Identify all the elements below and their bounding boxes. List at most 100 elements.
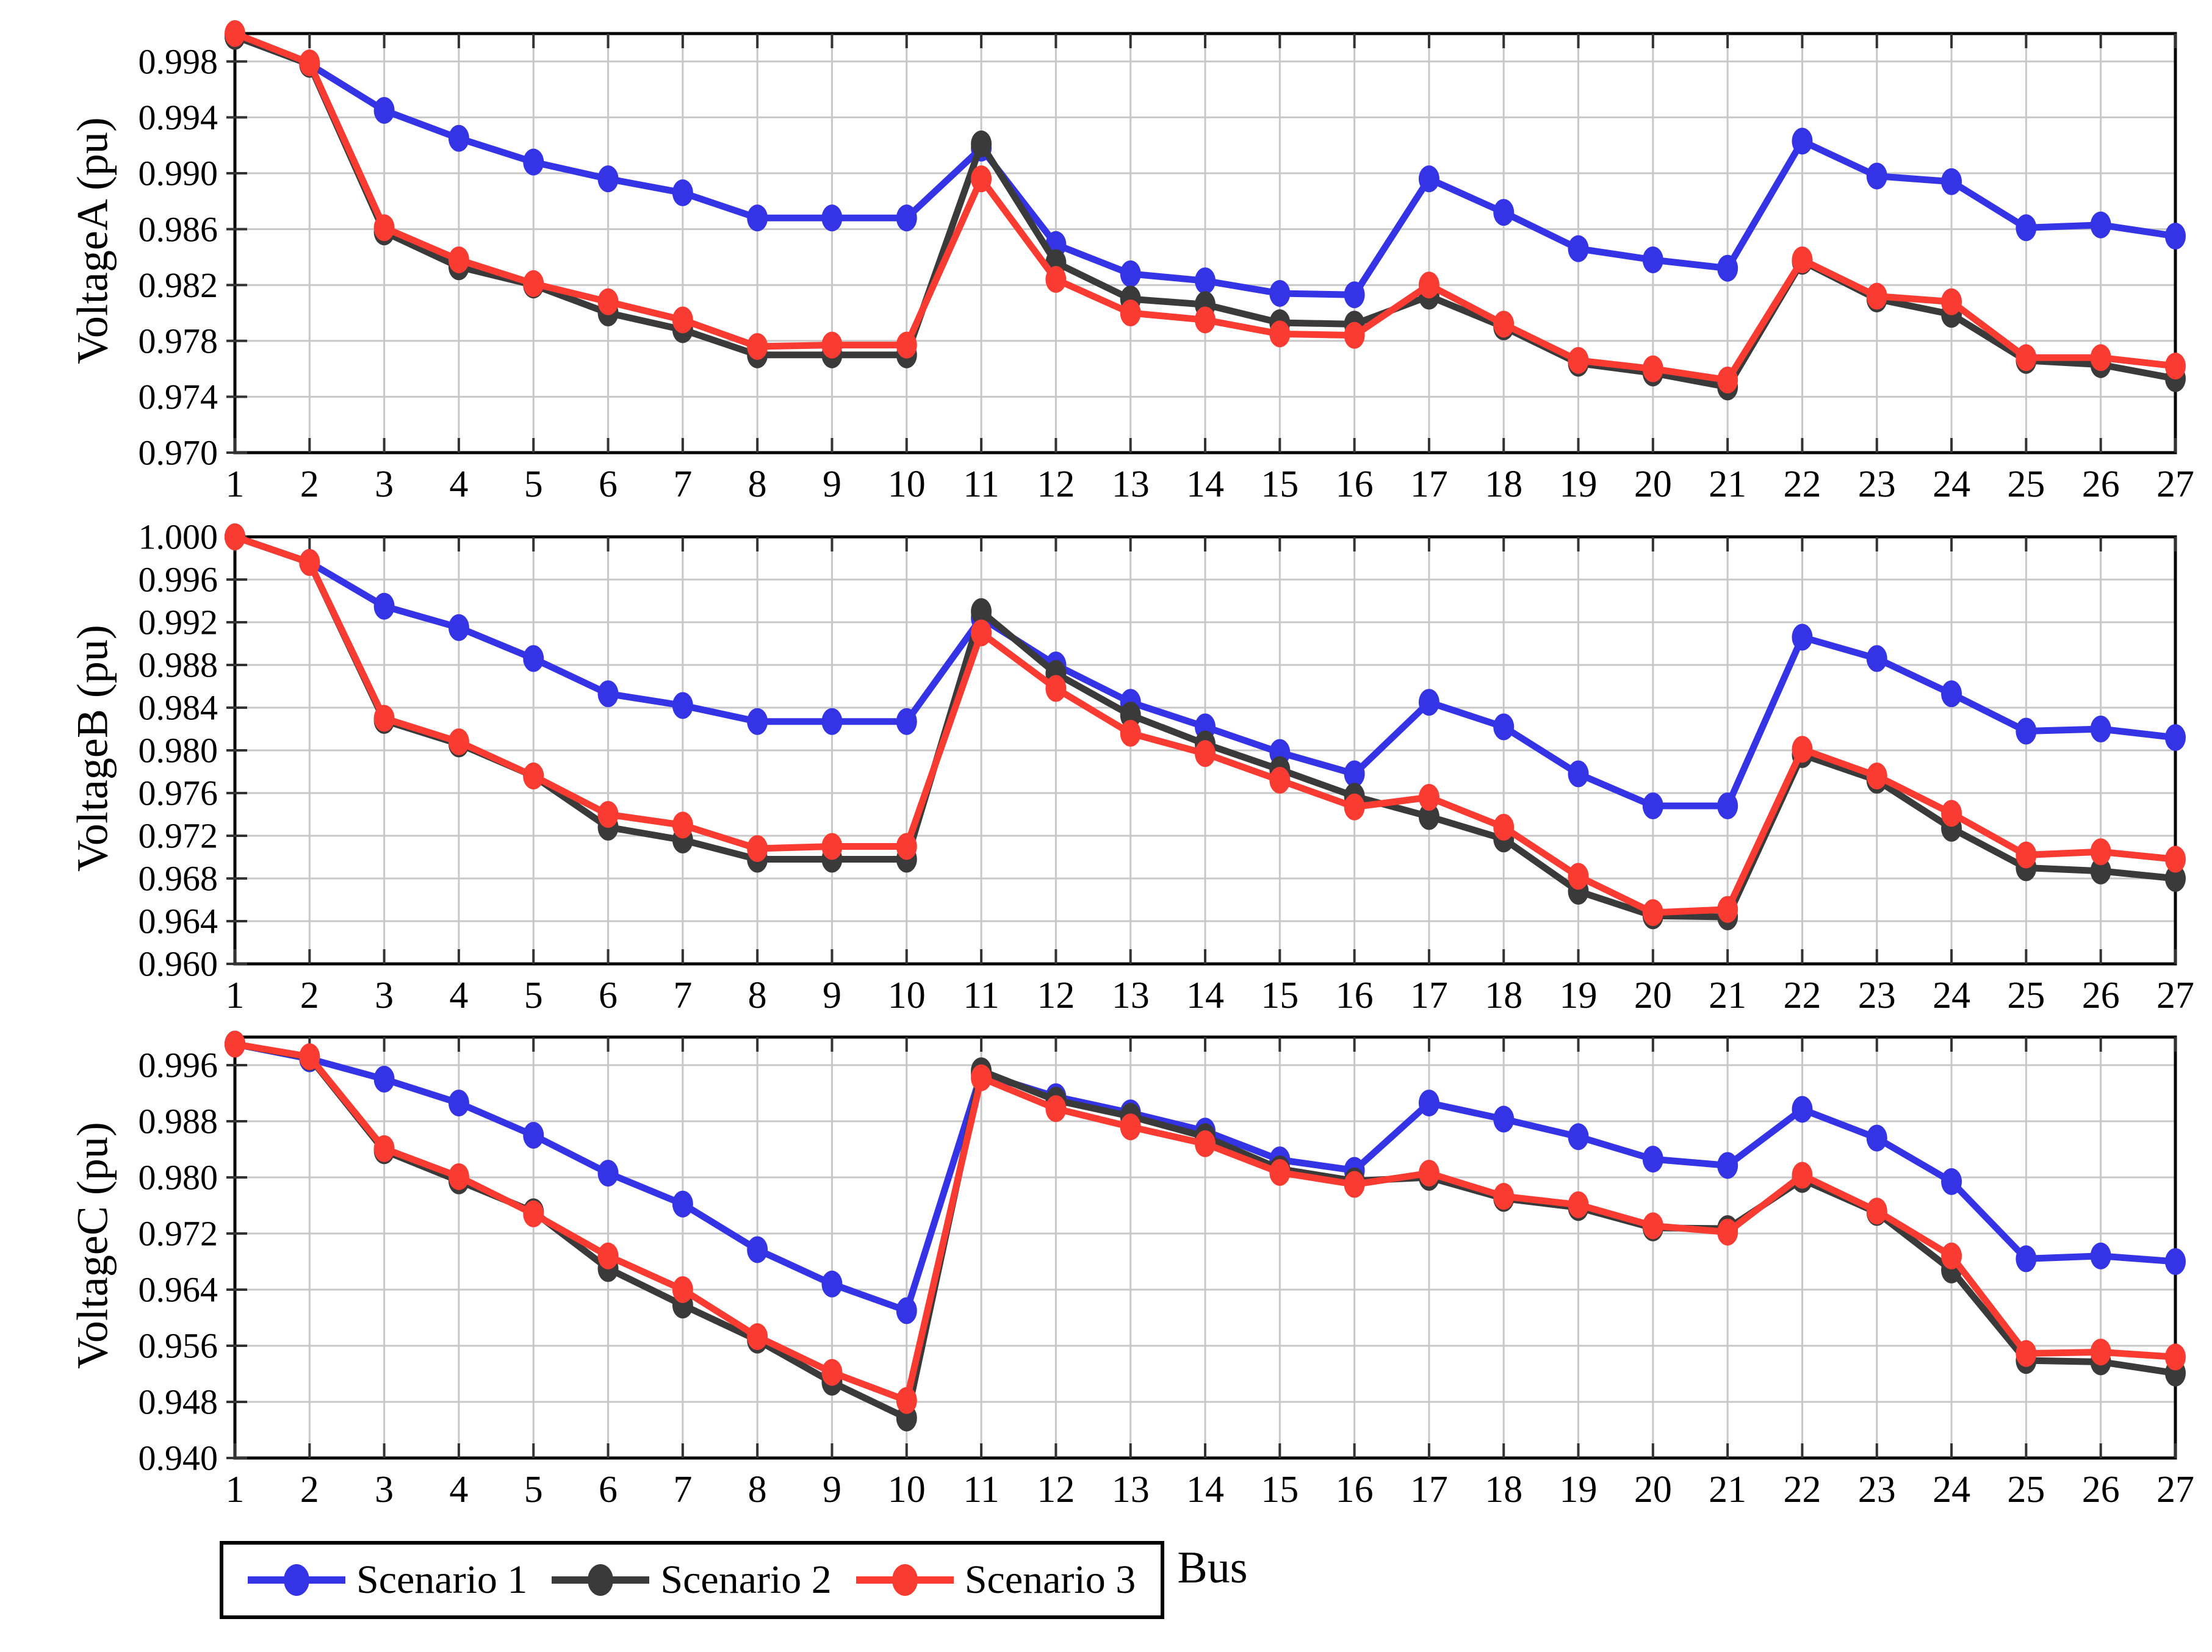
legend-label-scenario-2: Scenario 2 [660, 1557, 832, 1602]
y-tick-label: 0.964 [139, 902, 218, 941]
legend-box: Scenario 1 Scenario 2 Scenario 3 [220, 1541, 1164, 1619]
y-tick-label: 0.998 [139, 42, 218, 82]
x-tick-label: 16 [1336, 1469, 1374, 1510]
legend-label-scenario-1: Scenario 1 [356, 1557, 528, 1602]
data-point [1195, 1130, 1216, 1157]
data-point [523, 645, 544, 672]
data-point [821, 1359, 843, 1386]
data-point [597, 801, 619, 828]
data-point [1642, 792, 1663, 819]
data-point [1493, 199, 1515, 226]
x-tick-label: 26 [2082, 975, 2120, 1016]
data-point [1866, 645, 1887, 672]
data-point [2090, 211, 2111, 239]
x-tick-label: 20 [1634, 975, 1672, 1016]
data-point [1642, 246, 1663, 273]
data-point [1642, 355, 1663, 382]
data-point [1269, 1158, 1291, 1186]
data-point [2165, 353, 2186, 380]
data-point [597, 1160, 619, 1187]
data-point [1195, 306, 1216, 334]
data-point [2090, 344, 2111, 372]
data-point [747, 708, 768, 735]
data-point [2165, 223, 2186, 250]
x-tick-label: 13 [1112, 1469, 1150, 1510]
x-tick-label: 7 [673, 1469, 692, 1510]
x-tick-label: 2 [300, 1469, 319, 1510]
y-tick-label: 0.996 [139, 560, 218, 600]
series-scenario-1 [225, 523, 2186, 819]
data-point [747, 332, 768, 360]
data-point [1792, 1096, 1813, 1123]
data-point [1344, 760, 1365, 788]
data-point [1792, 246, 1813, 273]
y-tick-label: 0.988 [139, 1102, 218, 1141]
data-point [821, 833, 843, 860]
data-point [1866, 1124, 1887, 1152]
data-point [1418, 165, 1439, 193]
data-point [971, 130, 992, 157]
x-tick-label: 17 [1410, 975, 1448, 1016]
data-point [1568, 863, 1589, 890]
y-tick-label: 0.976 [139, 774, 218, 813]
data-point [2016, 1340, 2037, 1367]
x-tick-label: 24 [1933, 975, 1970, 1016]
data-point [373, 1135, 395, 1162]
x-tick-label: 21 [1709, 1469, 1746, 1510]
series-scenario-3 [225, 523, 2186, 926]
x-tick-label: 20 [1634, 464, 1672, 505]
x-tick-label: 11 [963, 1469, 1000, 1510]
x-tick-label: 13 [1112, 464, 1150, 505]
x-tick-label: 1 [226, 975, 245, 1016]
x-axis-label: Bus [1177, 1543, 1248, 1593]
x-tick-label: 4 [449, 464, 468, 505]
x-tick-label: 17 [1410, 464, 1448, 505]
y-tick-label: 0.984 [139, 688, 218, 728]
data-point [523, 148, 544, 176]
data-point [1866, 282, 1887, 310]
data-point [1344, 321, 1365, 349]
data-point [2090, 838, 2111, 866]
x-tick-label: 26 [2082, 464, 2120, 505]
x-tick-label: 16 [1336, 975, 1374, 1016]
x-tick-label: 10 [888, 975, 926, 1016]
data-point [1792, 127, 1813, 155]
x-tick-label: 5 [524, 1469, 543, 1510]
x-tick-label: 10 [888, 464, 926, 505]
data-point [1418, 1160, 1439, 1187]
data-point [1568, 760, 1589, 788]
data-point [225, 523, 245, 550]
data-point [1642, 1146, 1663, 1173]
data-point [1344, 1171, 1365, 1198]
series-scenario-3 [225, 1030, 2186, 1414]
data-point [821, 708, 843, 735]
data-point [672, 1276, 693, 1303]
data-point [747, 204, 768, 232]
data-point [2165, 1343, 2186, 1371]
x-tick-label: 12 [1037, 464, 1075, 505]
data-point [1045, 266, 1067, 293]
x-tick-label: 2 [300, 975, 319, 1016]
x-tick-label: 4 [449, 1469, 468, 1510]
data-point [747, 1323, 768, 1351]
x-tick-label: 6 [599, 1469, 618, 1510]
data-point [448, 614, 469, 641]
x-tick-label: 24 [1933, 464, 1970, 505]
y-tick-label: 0.964 [139, 1270, 218, 1310]
y-tick-label: 0.972 [139, 1214, 218, 1254]
data-point [448, 728, 469, 755]
x-tick-label: 20 [1634, 1469, 1672, 1510]
x-tick-label: 27 [2156, 1469, 2194, 1510]
x-tick-label: 22 [1783, 975, 1821, 1016]
data-point [1941, 168, 1962, 195]
legend-entry-scenario-1: Scenario 1 [248, 1553, 527, 1607]
data-point [1344, 281, 1365, 309]
y-tick-label: 0.994 [139, 98, 218, 137]
data-point [1344, 793, 1365, 821]
data-point [373, 214, 395, 242]
x-tick-label: 21 [1709, 464, 1746, 505]
data-point [747, 835, 768, 862]
y-tick-label: 0.974 [139, 377, 218, 417]
data-point [1120, 1113, 1141, 1141]
